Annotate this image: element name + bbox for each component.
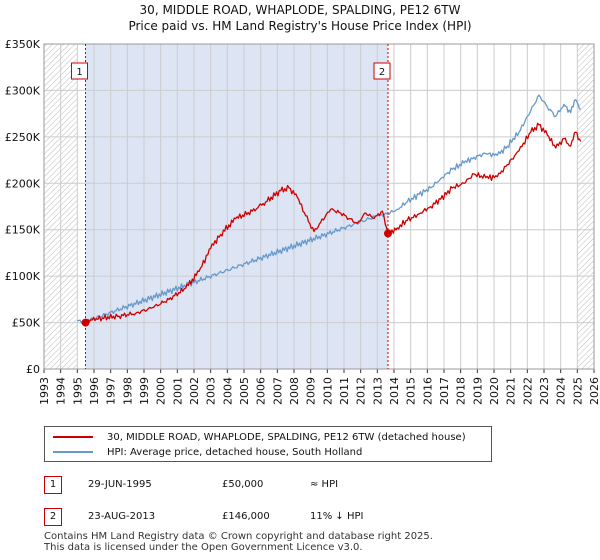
y-tick-label: £50K — [12, 317, 41, 330]
sale-date-2: 23-AUG-2013 — [88, 511, 156, 522]
x-tick-label: 2005 — [238, 377, 251, 405]
footer-line-1: Contains HM Land Registry data © Crown c… — [44, 531, 433, 542]
x-tick-label: 2025 — [571, 377, 584, 405]
y-tick-label: £300K — [5, 84, 41, 97]
title-line-1: 30, MIDDLE ROAD, WHAPLODE, SPALDING, PE1… — [139, 3, 461, 17]
sale-date-1: 29-JUN-1995 — [88, 479, 152, 490]
x-tick-label: 2006 — [255, 377, 268, 405]
sale-point-2 — [384, 229, 392, 238]
sale-price-2: £146,000 — [222, 511, 270, 522]
x-tick-label: 2023 — [538, 377, 551, 405]
legend-item-hpi: HPI: Average price, detached house, Sout… — [53, 445, 362, 459]
x-tick-label: 2026 — [588, 377, 600, 405]
x-tick-label: 2017 — [438, 377, 451, 405]
x-tick-label: 2014 — [388, 377, 401, 405]
x-tick-label: 2016 — [421, 377, 434, 405]
y-tick-label: £350K — [5, 38, 41, 51]
legend-label-property: 30, MIDDLE ROAD, WHAPLODE, SPALDING, PE1… — [107, 431, 466, 443]
sale-badge-1: 1 — [44, 476, 62, 494]
x-tick-label: 2021 — [505, 377, 518, 405]
x-tick-label: 2009 — [305, 377, 318, 405]
x-tick-label: 1996 — [88, 377, 101, 405]
x-tick-label: 2004 — [221, 377, 234, 405]
legend-label-hpi: HPI: Average price, detached house, Sout… — [107, 446, 363, 458]
x-tick-label: 2015 — [405, 377, 418, 405]
chart-title: 30, MIDDLE ROAD, WHAPLODE, SPALDING, PE1… — [0, 2, 600, 34]
x-tick-label: 1995 — [71, 377, 84, 405]
x-tick-label: 2010 — [321, 377, 334, 405]
sale-marker-box-2 — [373, 62, 391, 80]
x-tick-label: 2011 — [338, 377, 351, 405]
series-line-property — [85, 122, 582, 324]
title-line-2: Price paid vs. HM Land Registry's House … — [128, 19, 472, 33]
x-tick-label: 2020 — [488, 377, 501, 405]
sale-marker-label-1: 1 — [76, 67, 82, 78]
x-tick-label: 2008 — [288, 377, 301, 405]
y-tick-label: £200K — [5, 177, 41, 190]
x-tick-label: 1998 — [121, 377, 134, 405]
price-chart: £0 £50K £100K £150K £200K £250K £300K £350K 1993… — [5, 38, 600, 405]
sale-marker-label-2: 2 — [379, 67, 385, 78]
sale-point-1 — [81, 318, 90, 327]
x-tick-label: 2007 — [271, 377, 284, 405]
ownership-shade-1 — [85, 44, 388, 369]
y-tick-label: £150K — [5, 224, 41, 237]
x-tick-label: 2018 — [455, 377, 468, 405]
x-tick-label: 1994 — [55, 377, 68, 405]
footer-line-2: This data is licensed under the Open Gov… — [44, 542, 363, 553]
sale-hpi-note-1: ≈ HPI — [310, 479, 339, 490]
sale-hpi-note-2: 11% ↓ HPI — [310, 511, 364, 522]
x-tick-label: 2000 — [155, 377, 168, 405]
plot-border — [43, 43, 595, 370]
x-tick-label: 2019 — [471, 377, 484, 405]
x-tick-label: 2001 — [171, 377, 184, 405]
sale-price-1: £50,000 — [222, 479, 264, 490]
x-tick-label: 2003 — [205, 377, 218, 405]
x-tick-label: 2022 — [521, 377, 534, 405]
legend-swatch-hpi — [53, 451, 93, 453]
x-tick-label: 2012 — [355, 377, 368, 405]
sale-row-1: 1 29-JUN-1995 £50,000 ≈ HPI — [44, 476, 444, 494]
sale-badge-2: 2 — [44, 508, 62, 526]
sale-row-2: 2 23-AUG-2013 £146,000 11% ↓ HPI — [44, 508, 444, 526]
x-tick-label: 2002 — [188, 377, 201, 405]
series-line-hpi — [77, 94, 581, 324]
y-tick-label: £0 — [26, 363, 40, 376]
x-tick-label: 1993 — [38, 377, 51, 405]
y-tick-label: £100K — [5, 270, 41, 283]
legend-item-property: 30, MIDDLE ROAD, WHAPLODE, SPALDING, PE1… — [53, 430, 466, 444]
y-tick-label: £250K — [5, 131, 41, 144]
hatched-period-2 — [577, 44, 594, 369]
x-tick-label: 2024 — [555, 377, 568, 405]
footer: Contains HM Land Registry data © Crown c… — [44, 531, 433, 553]
sale-marker-box-1 — [71, 62, 88, 80]
legend-swatch-property — [53, 436, 93, 438]
x-tick-label: 2013 — [371, 377, 384, 405]
x-tick-label: 1997 — [105, 377, 118, 405]
legend: 30, MIDDLE ROAD, WHAPLODE, SPALDING, PE1… — [44, 426, 492, 462]
x-tick-label: 1999 — [138, 377, 151, 405]
